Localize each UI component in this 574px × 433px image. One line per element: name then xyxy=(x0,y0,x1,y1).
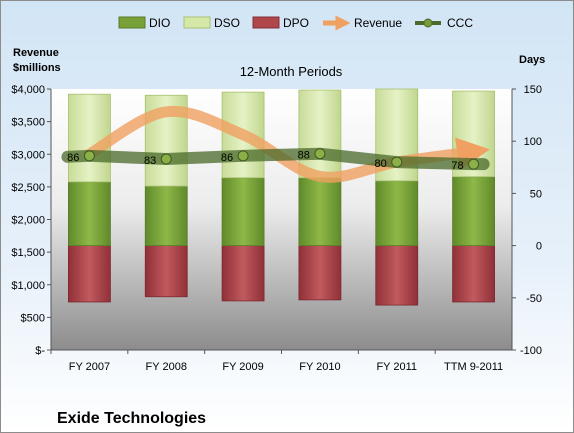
x-tick-label: FY 2008 xyxy=(146,361,187,373)
ccc-point xyxy=(160,153,172,165)
bar-dso xyxy=(68,93,111,183)
chart-title: 12-Month Periods xyxy=(240,64,343,79)
x-tick-label: TTM 9-2011 xyxy=(444,361,503,373)
bar-dio xyxy=(144,185,188,246)
left-tick-label: $1,000 xyxy=(11,280,45,292)
right-tick-label: -100 xyxy=(520,345,542,357)
x-tick-label: FY 2009 xyxy=(222,361,263,373)
x-tick-label: FY 2007 xyxy=(69,361,110,373)
left-axis: $- $500 $1,000 $1,500 $2,000 $2,500 $3,000 $3,5… xyxy=(11,84,52,357)
ccc-data-label: 83 xyxy=(144,155,156,167)
ccc-data-label: 86 xyxy=(221,152,233,164)
left-tick-label: $2,000 xyxy=(11,215,45,227)
bar-dio xyxy=(298,177,342,247)
bar-dpo xyxy=(144,245,188,298)
bar-dpo xyxy=(375,245,419,306)
left-axis-title-line1: Revenue xyxy=(13,47,59,59)
ccc-point xyxy=(237,150,249,162)
bar-dpo xyxy=(221,245,265,302)
ccc-line xyxy=(61,147,490,171)
left-tick-label: $3,500 xyxy=(11,117,45,129)
ccc-data-label: 80 xyxy=(375,158,387,170)
bar-dio xyxy=(452,176,495,246)
legend-label-dio: DIO xyxy=(149,16,170,30)
x-tick-label: FY 2011 xyxy=(376,361,417,373)
bar-dio xyxy=(68,181,111,246)
left-tick-label: $1,500 xyxy=(11,247,45,259)
ccc-data-label: 88 xyxy=(298,150,310,162)
bar-dso xyxy=(298,89,342,179)
ccc-data-label: 78 xyxy=(451,160,463,172)
bar-series xyxy=(68,88,495,306)
bar-dio xyxy=(221,177,265,247)
bar-dpo xyxy=(298,245,342,301)
left-axis-title-line2: $millions xyxy=(13,62,61,74)
left-tick-label: $3,000 xyxy=(11,149,45,161)
legend-label-revenue: Revenue xyxy=(354,16,402,30)
left-tick-label: $4,000 xyxy=(11,84,45,96)
category-axis: FY 2007 FY 2008 FY 2009 FY 2010 FY 2011 TTM 9… xyxy=(50,350,503,373)
bar-dpo xyxy=(68,245,111,303)
right-tick-label: 50 xyxy=(530,188,542,200)
company-name: Exide Technologies xyxy=(57,410,206,427)
legend-label-dso: DSO xyxy=(214,16,240,30)
ccc-point xyxy=(468,158,480,170)
right-tick-label: 0 xyxy=(536,241,542,253)
right-axis-title: Days xyxy=(519,54,545,66)
ccc-series: 86 83 86 88 80 78 xyxy=(61,147,490,172)
left-tick-label: $2,500 xyxy=(11,182,45,194)
right-tick-label: 100 xyxy=(524,136,542,148)
legend-swatch-dio xyxy=(118,16,146,29)
right-tick-label: -50 xyxy=(526,293,542,305)
bar-dpo xyxy=(452,245,495,303)
legend-swatch-dpo xyxy=(252,16,280,29)
left-tick-label: $- xyxy=(35,345,45,357)
legend-label-ccc: CCC xyxy=(447,16,473,30)
ccc-point xyxy=(391,156,403,168)
ccc-point xyxy=(314,148,326,160)
legend-swatch-dso xyxy=(183,16,211,29)
ccc-point xyxy=(83,150,95,162)
legend-swatch-ccc-dot xyxy=(423,18,433,28)
left-tick-label: $500 xyxy=(21,312,45,324)
legend-label-dpo: DPO xyxy=(283,16,309,30)
x-tick-label: FY 2010 xyxy=(299,361,340,373)
ccc-data-label: 86 xyxy=(67,152,79,164)
bar-dio xyxy=(375,180,419,246)
legend: DIO DSO DPO Revenue CCC xyxy=(118,15,473,31)
right-tick-label: 150 xyxy=(524,84,542,96)
